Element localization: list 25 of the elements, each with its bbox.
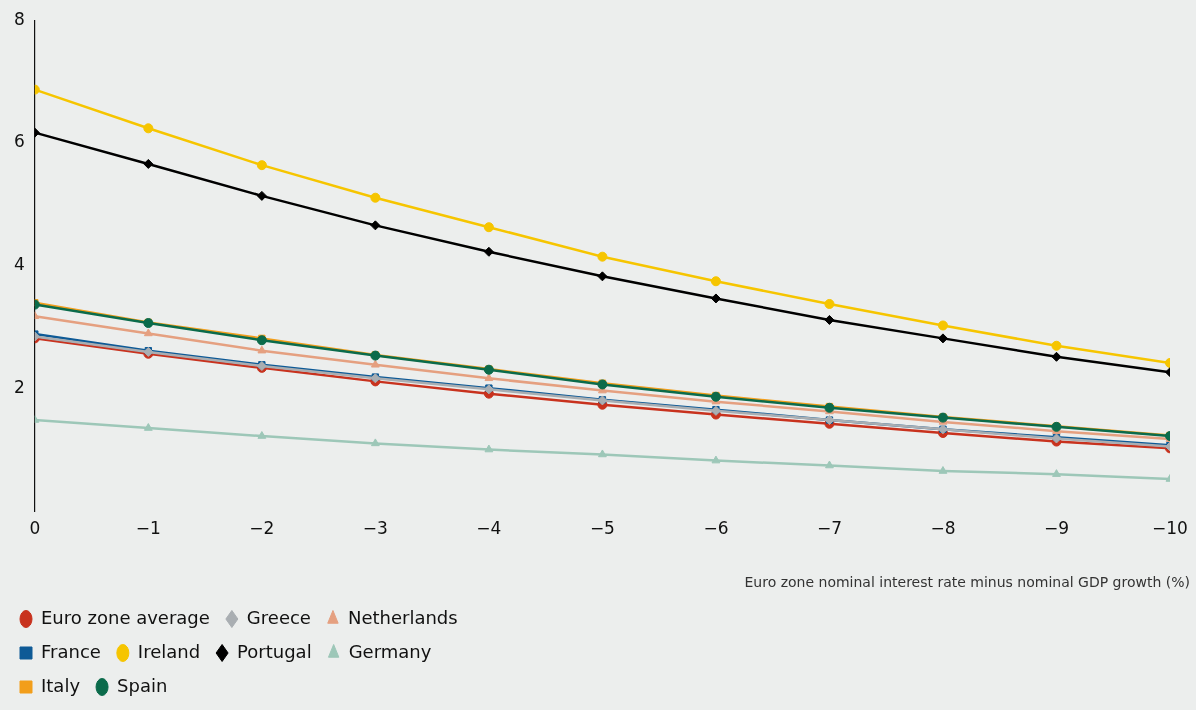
legend-label: Spain	[117, 674, 168, 696]
x-tick-label: −6	[703, 518, 729, 539]
legend-label: Germany	[348, 640, 432, 662]
y-tick-label: 8	[13, 8, 25, 29]
y-tick-label: 6	[13, 131, 25, 152]
x-tick-label: −9	[1043, 518, 1070, 539]
x-tick-label: −4	[476, 518, 502, 539]
legend-label: Italy	[41, 674, 81, 696]
x-tick-label: −1	[135, 518, 161, 539]
x-tick-label: −5	[589, 518, 615, 539]
x-tick-label: 0	[29, 518, 41, 539]
y-tick-label: 4	[13, 254, 25, 275]
x-axis-title: Euro zone nominal interest rate minus nominal GDP growth (%)	[744, 573, 1190, 590]
legend-label: Portugal	[237, 640, 312, 662]
y-tick-label: 2	[13, 377, 25, 398]
x-tick-label: −7	[816, 518, 842, 539]
x-tick-label: −8	[930, 518, 956, 539]
legend-label: France	[41, 640, 101, 662]
legend-label: Greece	[246, 606, 311, 628]
x-tick-label: −2	[249, 518, 275, 539]
legend-label: Euro zone average	[41, 606, 210, 628]
x-tick-label: −10	[1152, 518, 1188, 539]
x-tick-label: −3	[362, 518, 388, 539]
legend-label: Ireland	[137, 640, 201, 662]
legend-label: Netherlands	[347, 606, 458, 628]
